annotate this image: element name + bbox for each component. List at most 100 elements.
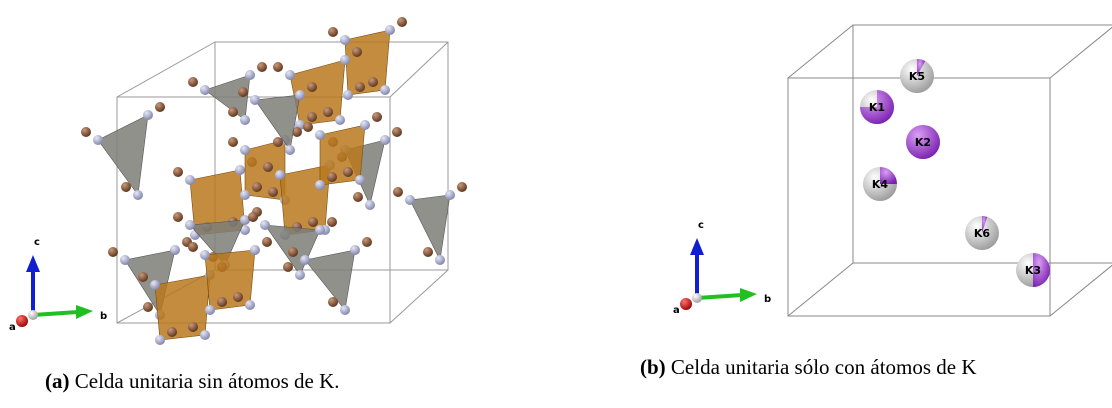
- atom: [353, 192, 363, 202]
- atom: [252, 182, 262, 192]
- atom: [173, 212, 183, 222]
- atom: [185, 220, 195, 230]
- atom: [228, 137, 238, 147]
- atom: [200, 250, 210, 260]
- atom: [188, 77, 198, 87]
- atom: [295, 270, 305, 280]
- atom: [167, 327, 177, 337]
- atom: [315, 130, 325, 140]
- atom: [238, 87, 248, 97]
- arrowhead: [690, 238, 704, 255]
- atom: [340, 35, 350, 45]
- caption-label: (b): [640, 355, 666, 379]
- atom: [362, 237, 372, 247]
- axis-indicator: c b a: [673, 220, 771, 316]
- arrowhead: [26, 255, 40, 272]
- atom: [185, 175, 195, 185]
- atom: [343, 167, 353, 177]
- atom: [257, 62, 267, 72]
- atom: [155, 102, 165, 112]
- axis-origin: [692, 293, 702, 303]
- caption: (b) Celda unitaria sólo con átomos de K: [640, 352, 1110, 382]
- atom: [393, 187, 403, 197]
- atom: [108, 247, 118, 257]
- atom: [445, 190, 455, 200]
- atom-label: K6: [974, 227, 991, 240]
- atom: [263, 162, 273, 172]
- atom: [285, 70, 295, 80]
- atom: [328, 297, 338, 307]
- atom: [233, 292, 243, 302]
- atom: [240, 190, 250, 200]
- atom: [368, 77, 378, 87]
- atom: [245, 300, 255, 310]
- atom: [143, 302, 153, 312]
- atom: [173, 167, 183, 177]
- atom: [392, 127, 402, 137]
- atom: [335, 115, 345, 125]
- atom: [155, 335, 165, 345]
- atom: [300, 255, 310, 265]
- axis-b: [697, 295, 742, 298]
- atom: [188, 242, 198, 252]
- atom: [343, 90, 353, 100]
- atom: [397, 17, 407, 27]
- atom: [315, 180, 325, 190]
- axis-a: [680, 298, 692, 310]
- atom: [355, 82, 365, 92]
- axis-indicator: cba: [9, 237, 107, 333]
- atom: [457, 182, 467, 192]
- polyhedra: [81, 17, 467, 345]
- atom: [328, 27, 338, 37]
- atom-label: K3: [1025, 264, 1041, 277]
- axis-label: a: [673, 305, 680, 316]
- atom: [380, 85, 390, 95]
- arrowhead: [76, 305, 93, 319]
- atom: [240, 145, 250, 155]
- atom: [307, 112, 317, 122]
- atom: [380, 135, 390, 145]
- atom: [143, 110, 153, 120]
- atom: [340, 55, 350, 65]
- atom: [262, 237, 272, 247]
- atom: [295, 90, 305, 100]
- atom: [372, 112, 382, 122]
- axis-label: c: [698, 220, 704, 231]
- axis-label: c: [34, 237, 40, 248]
- polyhedron: [155, 275, 210, 340]
- axis-label: b: [764, 294, 771, 305]
- axis-origin: [28, 310, 38, 320]
- atom: [133, 190, 143, 200]
- atom: [273, 137, 283, 147]
- atom: [245, 70, 255, 80]
- atom: [340, 305, 350, 315]
- atom-label: K1: [869, 101, 885, 114]
- atom: [360, 120, 370, 130]
- atom: [275, 170, 285, 180]
- atom: [308, 217, 318, 227]
- caption-text: Celda unitaria sin átomos de K.: [75, 369, 340, 393]
- atom: [188, 322, 198, 332]
- atom: [170, 245, 180, 255]
- atom: [217, 297, 227, 307]
- atom: [240, 115, 250, 125]
- polyhedron: [345, 30, 390, 95]
- atom: [200, 330, 210, 340]
- atom: [352, 47, 362, 57]
- axis-label: a: [9, 322, 16, 333]
- atom: [93, 135, 103, 145]
- atom: [307, 82, 317, 92]
- atom: [327, 172, 337, 182]
- atom: [250, 245, 260, 255]
- atom: [200, 85, 210, 95]
- atom: [268, 187, 278, 197]
- atom: [355, 175, 365, 185]
- atom: [365, 200, 375, 210]
- atom: [205, 305, 215, 315]
- atom: [273, 62, 283, 72]
- atom: [81, 127, 91, 137]
- atom: [138, 272, 148, 282]
- atom: [303, 122, 313, 132]
- atom: [260, 220, 270, 230]
